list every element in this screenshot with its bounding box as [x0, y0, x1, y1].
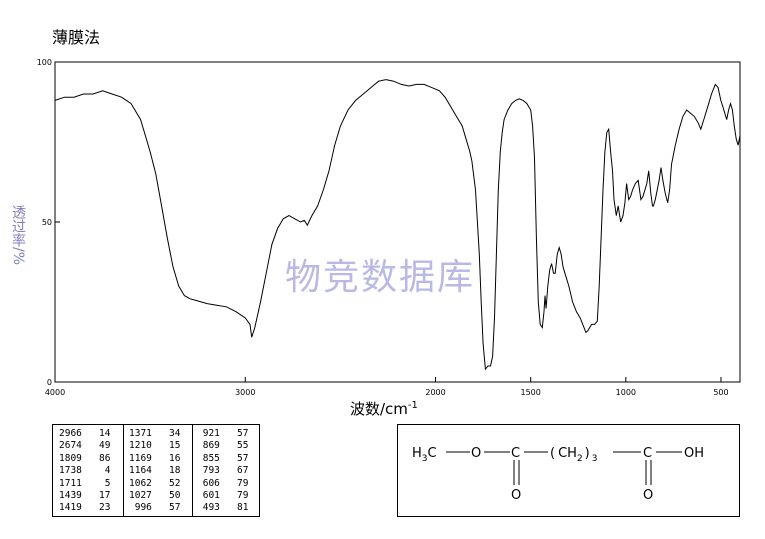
x-tick-label: 1000	[616, 388, 636, 397]
y-tick-label: 0	[47, 378, 52, 387]
x-tick-label: 3000	[235, 388, 255, 397]
peak-wavenumber: 869	[197, 440, 220, 452]
peak-row: 921 57	[197, 428, 249, 440]
peak-wavenumber: 493	[197, 502, 220, 514]
peak-table-divider	[192, 425, 193, 516]
peak-row: 493 81	[197, 502, 249, 514]
axis-ticks: 4000 3000 2000 1500 1000 500 0 50 100	[37, 58, 729, 397]
peak-wavenumber: 1711	[59, 477, 82, 489]
x-axis-label: 波数/cm-1	[350, 398, 418, 419]
methylene-group: (CH2) 3	[550, 446, 597, 464]
structure-formula-box: H3C O C O (CH2) 3 C O OH	[397, 424, 740, 517]
peak-transmittance: 57	[219, 428, 249, 439]
x-tick-label: 2000	[425, 388, 445, 397]
carbonyl-oxygen-2: O	[643, 488, 653, 503]
peak-wavenumber: 1164	[129, 465, 152, 477]
peak-row: 601 79	[197, 490, 249, 502]
peak-row: 2966 14	[59, 428, 111, 440]
peak-table: 2966 14 2674 49 1809 86 1738 4 1711 5 1439 17…	[52, 424, 260, 517]
peak-column-3: 921 57 869 55 855 57 793 67 606 79 601 7…	[197, 428, 249, 515]
peak-column-1: 2966 14 2674 49 1809 86 1738 4 1711 5 1439 17…	[59, 428, 111, 515]
spectrum-line	[54, 79, 741, 371]
peak-wavenumber: 1027	[129, 490, 152, 502]
peak-wavenumber: 1062	[129, 477, 152, 489]
hydroxyl-group: OH	[684, 446, 704, 461]
x-tick-label: 500	[713, 388, 728, 397]
ir-spectrum-chart: 4000 3000 2000 1500 1000 500 0 50 100	[37, 58, 741, 397]
peak-transmittance: 57	[219, 452, 249, 464]
carbonyl-carbon-2: C	[643, 446, 652, 461]
peak-transmittance: 4	[81, 465, 111, 477]
peak-row: 1169 16	[129, 453, 181, 465]
peak-transmittance: 86	[81, 452, 111, 464]
peak-transmittance: 17	[81, 490, 111, 502]
peak-transmittance: 5	[81, 477, 111, 489]
peak-transmittance: 67	[219, 465, 249, 477]
carbonyl-oxygen-1: O	[511, 488, 521, 503]
peak-row: 1711 5	[59, 478, 111, 490]
peak-wavenumber: 793	[197, 465, 220, 477]
peak-transmittance: 14	[81, 428, 111, 439]
peak-row: 1027 50	[129, 490, 181, 502]
peak-row: 1062 52	[129, 478, 181, 490]
structure-formula: H3C O C O (CH2) 3 C O OH	[412, 446, 704, 503]
page-title: 薄膜法	[52, 28, 101, 47]
peak-row: 855 57	[197, 453, 249, 465]
x-tick-label: 1500	[521, 388, 541, 397]
peak-transmittance: 18	[151, 465, 181, 477]
peak-wavenumber: 996	[129, 502, 152, 514]
peak-transmittance: 52	[151, 477, 181, 489]
peak-transmittance: 57	[151, 502, 181, 514]
peak-wavenumber: 1169	[129, 452, 152, 464]
peak-row: 2674 49	[59, 440, 111, 452]
ether-oxygen: O	[471, 446, 481, 461]
peak-transmittance: 34	[151, 428, 181, 439]
peak-row: 1809 86	[59, 453, 111, 465]
peak-transmittance: 50	[151, 490, 181, 502]
peak-row: 1419 23	[59, 502, 111, 514]
peak-row: 869 55	[197, 440, 249, 452]
plot-frame	[54, 61, 741, 383]
peak-transmittance: 23	[81, 502, 111, 514]
peak-transmittance: 81	[219, 502, 249, 514]
peak-wavenumber: 1809	[59, 452, 82, 464]
peak-transmittance: 79	[219, 477, 249, 489]
peak-wavenumber: 921	[197, 428, 220, 439]
x-axis-label-exponent: -1	[407, 400, 418, 411]
peak-wavenumber: 1439	[59, 490, 82, 502]
peak-transmittance: 16	[151, 452, 181, 464]
peak-wavenumber: 1419	[59, 502, 82, 514]
peak-column-2: 1371 34 1210 15 1169 16 1164 18 1062 52 1027 …	[129, 428, 181, 515]
peak-row: 1738 4	[59, 465, 111, 477]
peak-row: 1371 34	[129, 428, 181, 440]
peak-transmittance: 49	[81, 440, 111, 452]
peak-wavenumber: 2674	[59, 440, 82, 452]
peak-wavenumber: 1210	[129, 440, 152, 452]
peak-wavenumber: 606	[197, 477, 220, 489]
y-tick-label: 50	[42, 218, 52, 227]
peak-row: 793 67	[197, 465, 249, 477]
methyl-group: H3C	[412, 446, 437, 464]
peak-row: 996 57	[129, 502, 181, 514]
peak-row: 1210 15	[129, 440, 181, 452]
peak-row: 1439 17	[59, 490, 111, 502]
watermark: 物竞数据库	[285, 257, 476, 298]
peak-wavenumber: 1371	[129, 428, 152, 439]
y-axis-label: 透过率/%	[10, 205, 26, 266]
x-axis-label-text: 波数/cm	[350, 400, 408, 418]
peak-table-divider	[123, 425, 124, 516]
peak-transmittance: 55	[219, 440, 249, 452]
y-tick-label: 100	[37, 58, 52, 67]
peak-wavenumber: 601	[197, 490, 220, 502]
x-tick-label: 4000	[45, 388, 65, 397]
carbonyl-carbon-1: C	[511, 446, 520, 461]
peak-wavenumber: 855	[197, 452, 220, 464]
peak-transmittance: 15	[151, 440, 181, 452]
peak-transmittance: 79	[219, 490, 249, 502]
peak-row: 1164 18	[129, 465, 181, 477]
peak-wavenumber: 1738	[59, 465, 82, 477]
peak-wavenumber: 2966	[59, 428, 82, 439]
peak-row: 606 79	[197, 478, 249, 490]
